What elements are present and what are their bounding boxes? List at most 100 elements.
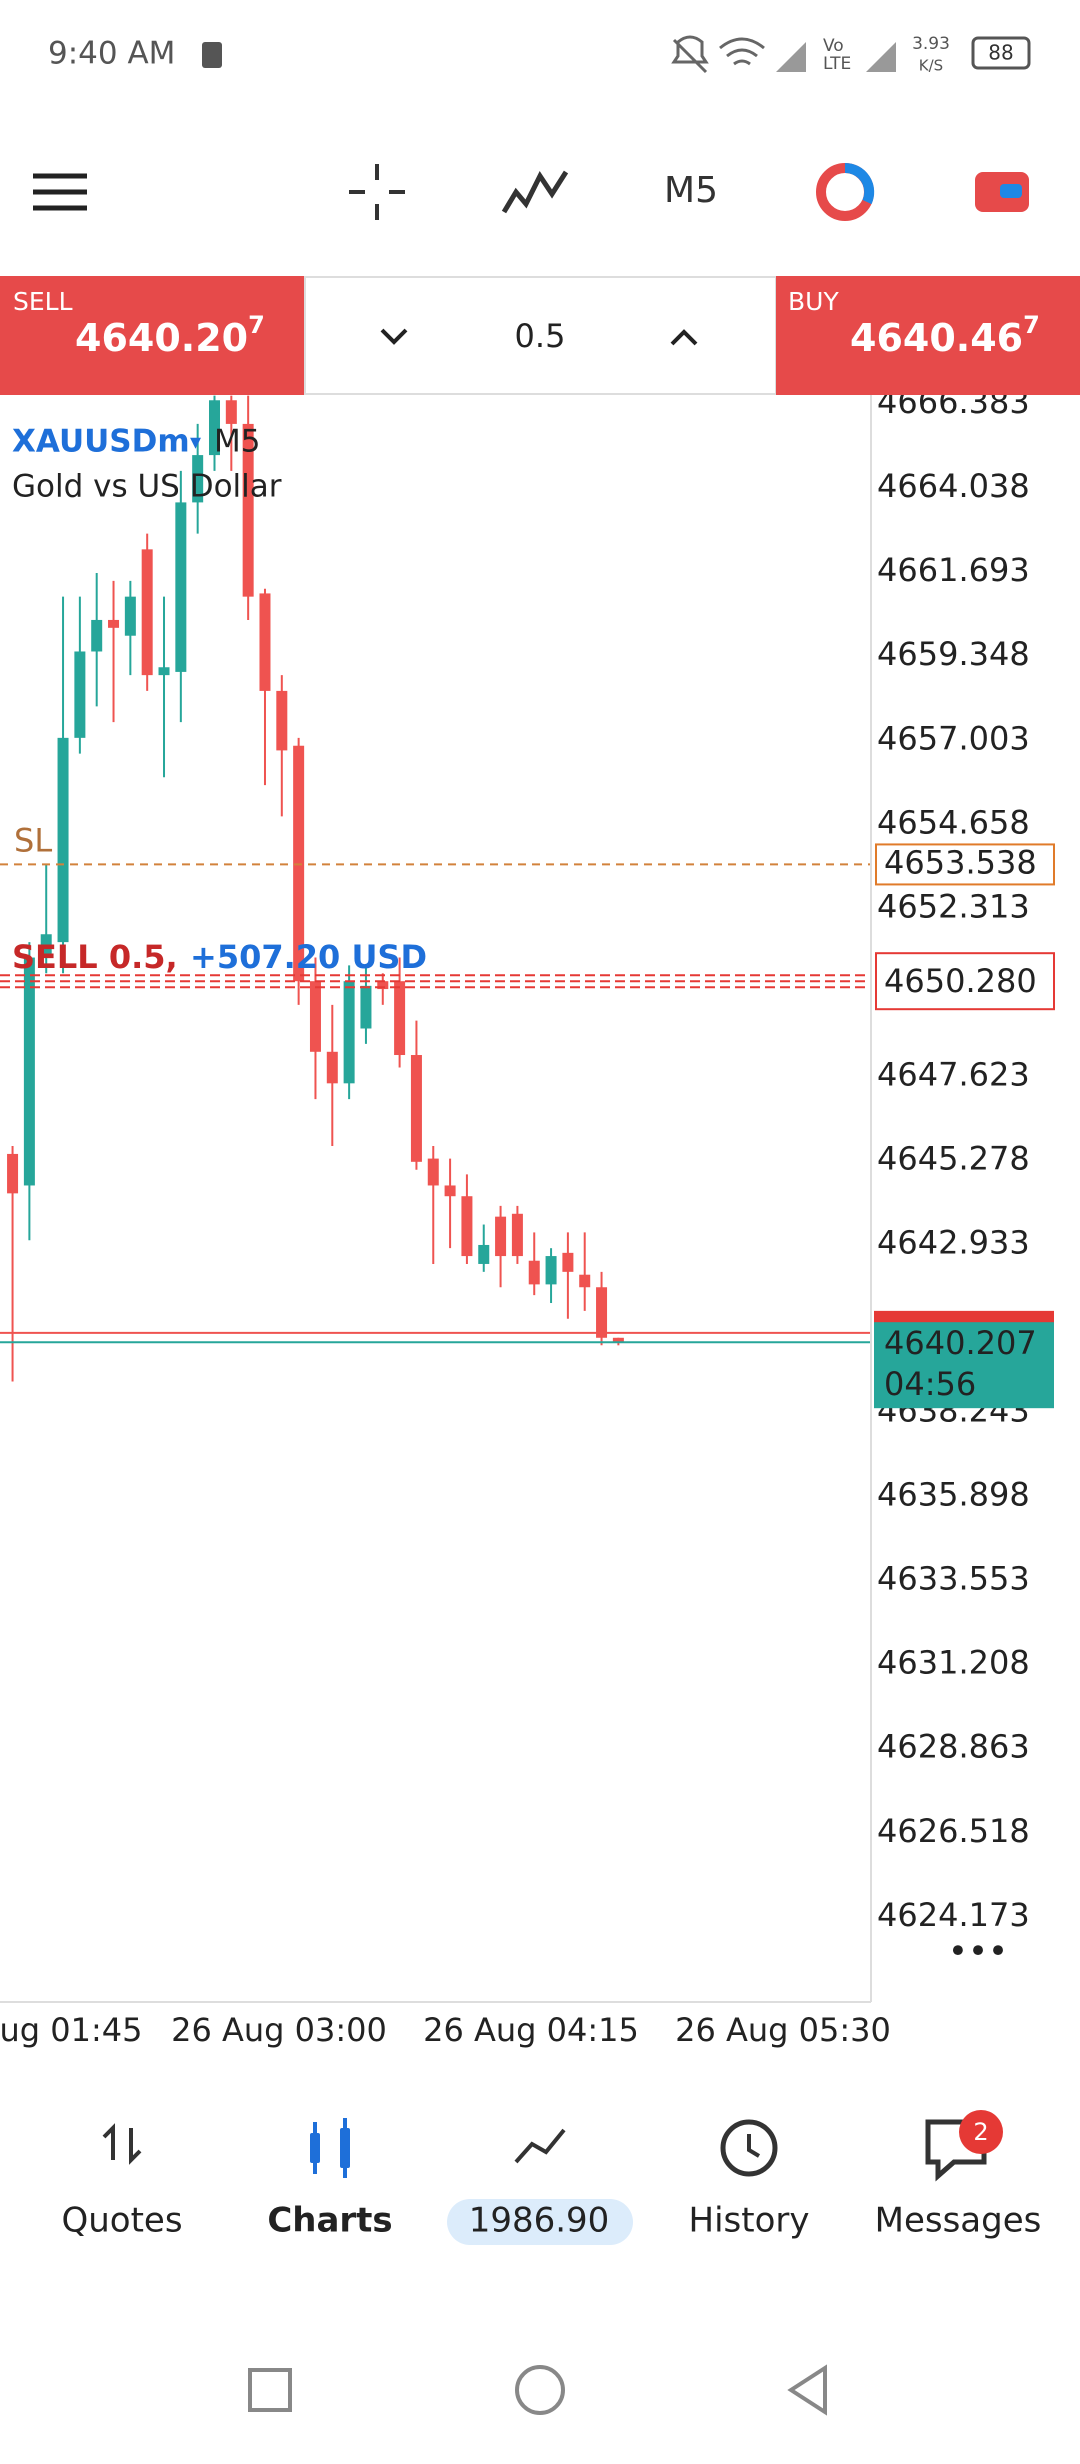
y-tick-label: 4664.038 [877,467,1030,505]
candle-body [528,1260,540,1285]
candle-body [192,455,204,503]
y-tick-label: 4659.348 [877,635,1030,673]
history-icon [720,2119,778,2177]
candle-body [343,981,355,1084]
candle-body [410,1055,422,1162]
battery-level: 88 [988,41,1013,65]
chart: 4666.3834664.0384661.6934659.3484657.003… [0,383,1055,2049]
recents-button[interactable] [248,2368,292,2412]
stop-loss-box [875,843,1055,886]
candle-body [579,1274,591,1288]
bottom-nav: Quotes Charts 1986.90 History Messages [61,2201,1041,2241]
candle-body [124,596,136,636]
back-button[interactable] [787,2364,827,2416]
position-label: SELL 0.5, [12,938,178,976]
nav-item[interactable]: Messages [875,2201,1042,2241]
candle-body [612,1337,624,1343]
sell-price-main: 4640.20 [75,316,248,360]
trade-button [1000,184,1022,198]
y-tick-label: 4626.518 [877,1812,1030,1850]
volume-down[interactable] [380,328,408,345]
sell-price-last: 7 [248,311,265,339]
sell-button[interactable] [0,276,305,395]
candle-body [461,1196,473,1257]
bid-price: 4640.207 [884,1324,1037,1362]
symbol[interactable]: XAUUSDm [12,424,190,460]
status-icons [671,35,896,74]
nav-item[interactable]: Quotes [61,2201,182,2241]
candle-body [444,1185,456,1197]
candle-body [360,985,372,1029]
buy-price-last: 7 [1023,311,1040,339]
candle-body [596,1287,608,1338]
header-bg [0,0,1080,276]
y-tick-label: 4661.693 [877,551,1030,589]
more-menu[interactable]: ••• [948,1932,1008,1972]
buy-price-main: 4640.46 [850,316,1023,360]
symbol-description: Gold vs US Dollar [12,469,282,505]
crosshair-button[interactable] [349,164,405,220]
sell-label: SELL [13,287,73,316]
notification-icon [202,42,222,68]
stop-loss-label: SL [14,821,52,859]
indicators-button[interactable] [501,170,569,214]
candle-body [23,957,35,1186]
symbol-dropdown[interactable]: ▾ [190,430,201,455]
x-tick-label: 26 Aug 04:15 [423,2011,639,2049]
y-tick-label: 4628.863 [877,1728,1030,1766]
volume-up[interactable] [670,329,698,346]
nav-item[interactable]: 1986.90 [469,2201,610,2241]
y-tick-label: 4645.278 [877,1139,1030,1177]
candle-body [57,737,69,943]
position-price: 4650.280 [884,962,1037,1000]
candle-body [74,651,86,738]
y-tick-label: 4647.623 [877,1055,1030,1093]
home-button[interactable] [515,2365,565,2415]
nav-item[interactable]: Charts [267,2201,392,2241]
one-click-button [844,162,875,205]
bar-countdown: 04:56 [884,1365,976,1403]
y-tick-label: 4642.933 [877,1223,1030,1261]
candle-body [91,619,103,652]
nav-item[interactable]: History [689,2201,810,2241]
history-icon [747,2134,761,2158]
y-tick-label: 4657.003 [877,719,1030,757]
candle-body [276,690,288,751]
y-tick-label: 4652.313 [877,887,1030,925]
y-tick-label: 4631.208 [877,1644,1030,1682]
bid-box [874,1322,1054,1409]
candle-body [242,423,254,597]
candle-body [7,1153,19,1194]
position-box [875,952,1055,1011]
volume[interactable]: 0.5 [515,317,566,355]
candle-body [478,1244,490,1264]
menu-button[interactable] [33,173,87,211]
charts-icon [310,2118,350,2178]
candle-body [495,1216,507,1257]
candle-body [309,981,321,1052]
candle-body [40,934,52,958]
sell-price: 4640.207 [75,311,265,360]
y-tick-label: 4633.553 [877,1560,1030,1598]
y-tick-label: 4654.658 [877,803,1030,841]
net-speed-unit: K/S [919,57,943,75]
stop-loss-price: 4653.538 [884,843,1037,881]
x-tick-label: 26 Aug 05:30 [675,2011,891,2049]
net-speed: 3.93 [912,34,950,54]
buy-button[interactable] [776,276,1080,395]
volume-box [304,276,777,395]
balance-pill[interactable] [447,2199,633,2245]
candle-body [225,400,237,424]
buy-price: 4640.467 [850,311,1040,360]
timeframe-button[interactable]: M5 [664,170,718,211]
timeframe-label: M5 [214,424,260,460]
volte-label: LTE [823,54,851,74]
candle-body [427,1158,439,1186]
candle-body [175,502,187,672]
position-profit: +507.20 USD [190,938,427,976]
candle-body [259,593,271,691]
candle-body [394,981,406,1056]
trade-icon [514,2128,566,2164]
volte-label: Vo [823,36,844,56]
